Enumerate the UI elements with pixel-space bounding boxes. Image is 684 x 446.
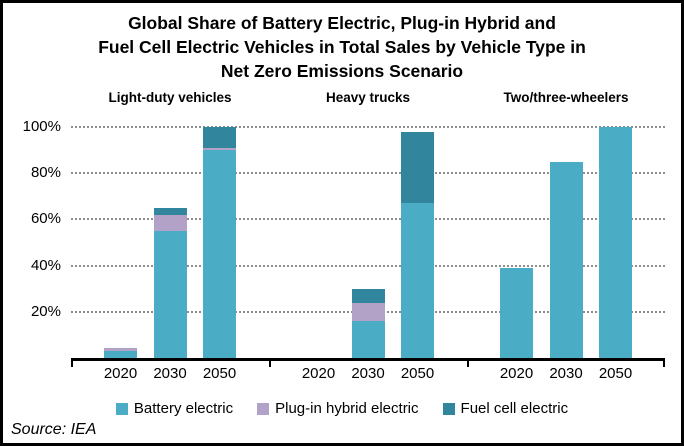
legend-swatch-icon	[115, 402, 128, 415]
x-axis-label: 2020	[301, 365, 336, 382]
x-axis-label: 2050	[400, 365, 435, 382]
legend-item: Plug-in hybrid electric	[257, 400, 419, 417]
bar-segment-fuel-cell-electric	[401, 131, 434, 204]
chart-title-line-1: Global Share of Battery Electric, Plug-i…	[128, 13, 556, 33]
gridline-100	[71, 126, 665, 128]
legend: Battery electric Plug-in hybrid electric F…	[3, 400, 681, 417]
x-axis-label: 2020	[103, 365, 138, 382]
bar-segment-battery-electric	[153, 230, 187, 358]
bar-segment-plug-in-hybrid-electric	[104, 347, 137, 352]
bar-segment-battery-electric	[203, 150, 236, 358]
legend-label: Plug-in hybrid electric	[275, 400, 419, 417]
bar-segment-fuel-cell-electric	[351, 288, 385, 303]
x-axis-label: 2050	[202, 365, 237, 382]
x-axis-label: 2030	[549, 365, 583, 382]
y-axis-label: 80%	[30, 164, 61, 182]
chart-title-line-2: Fuel Cell Electric Vehicles in Total Sal…	[98, 37, 586, 57]
bar-segment-plug-in-hybrid-electric	[153, 214, 187, 231]
y-axis-label: 40%	[30, 256, 61, 274]
x-axis-tick	[467, 358, 469, 367]
x-axis-label: 2020	[499, 365, 534, 382]
bar-segment-battery-electric	[104, 351, 137, 358]
bar-segment-battery-electric	[500, 267, 533, 358]
gridline-60	[71, 218, 665, 221]
chart-title-line-3: Net Zero Emissions Scenario	[220, 61, 464, 81]
bar-segment-plug-in-hybrid-electric	[351, 302, 385, 322]
gridline-40	[71, 264, 665, 267]
legend-swatch-icon	[257, 402, 270, 415]
group-header: Two/three-wheelers	[503, 90, 629, 105]
group-header: Heavy trucks	[325, 90, 411, 105]
y-axis-label: 60%	[30, 210, 61, 228]
legend-swatch-icon	[442, 402, 455, 415]
x-axis-tick	[663, 358, 665, 367]
y-axis-label: 100%	[22, 118, 61, 135]
bar-segment-plug-in-hybrid-electric	[203, 147, 236, 151]
source-note: Source: IEA	[11, 421, 97, 438]
bar-segment-battery-electric	[599, 127, 632, 358]
bar-segment-fuel-cell-electric	[203, 127, 236, 148]
x-axis-label: 2030	[351, 365, 385, 382]
group-header: Light-duty vehicles	[108, 90, 232, 105]
legend-item: Fuel cell electric	[442, 400, 569, 417]
x-axis-label: 2030	[153, 365, 187, 382]
chart-title: Global Share of Battery Electric, Plug-i…	[3, 11, 681, 83]
bar-segment-battery-electric	[549, 161, 583, 358]
bar-segment-battery-electric	[401, 203, 434, 358]
y-axis-label: 20%	[30, 302, 61, 320]
x-axis-line	[71, 358, 665, 361]
legend-label: Fuel cell electric	[460, 400, 569, 417]
legend-item: Battery electric	[115, 400, 234, 417]
bar-segment-fuel-cell-electric	[153, 207, 187, 215]
x-axis-tick	[269, 358, 271, 367]
plot-area: 20% 40% 60% 80% 100% Light-duty vehicles 2020 2…	[3, 3, 681, 443]
legend-label: Battery electric	[133, 400, 234, 417]
gridline-80	[71, 172, 665, 175]
x-axis-tick	[71, 358, 73, 367]
x-axis-label: 2050	[598, 365, 633, 382]
bar-segment-battery-electric	[351, 321, 385, 358]
